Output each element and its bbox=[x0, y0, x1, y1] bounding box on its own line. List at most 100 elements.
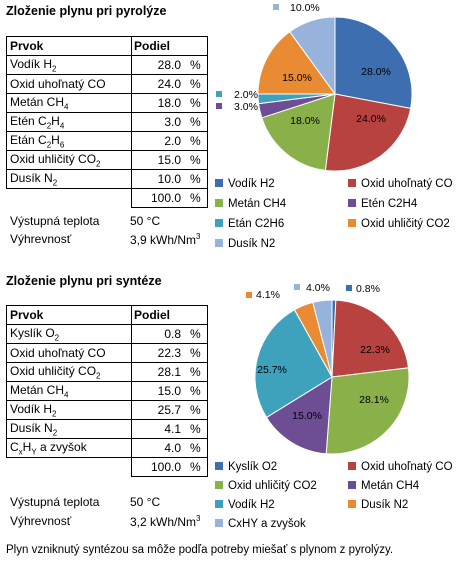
row-element: Oxid uhličitý CO2 bbox=[6, 150, 132, 170]
total-row: 100.0% bbox=[7, 457, 208, 477]
slice-label: 15.0% bbox=[292, 410, 322, 422]
row-element: Etén C2H4 bbox=[6, 112, 132, 132]
row-unit: % bbox=[187, 438, 208, 458]
row-value: 15.0 bbox=[131, 381, 187, 401]
table-header: Prvok Podiel bbox=[6, 305, 208, 325]
legend-swatch bbox=[348, 199, 356, 207]
legend-entry: Oxid uhličitý CO2 bbox=[361, 218, 450, 230]
header-element: Prvok bbox=[6, 305, 132, 325]
row-value: 4.0 bbox=[131, 438, 187, 458]
row-value: 4.1 bbox=[131, 419, 187, 439]
legend-swatch bbox=[215, 199, 223, 207]
header-share: Podiel bbox=[131, 305, 187, 325]
table-row: Dusík N2 10.0% bbox=[6, 169, 208, 189]
row-value: 15.0 bbox=[131, 150, 187, 170]
slice-label: 10.0% bbox=[290, 2, 320, 14]
table-row: Oxid uhoľnatý CO 22.3% bbox=[6, 343, 208, 363]
slice-label-marker bbox=[273, 4, 279, 10]
row-unit: % bbox=[187, 131, 208, 151]
legend-entry: Metán CH4 bbox=[361, 480, 420, 492]
slice-label: 4.1% bbox=[256, 289, 280, 301]
row-element: Oxid uhličitý CO2 bbox=[6, 362, 132, 382]
legend-swatch bbox=[215, 481, 223, 489]
pyrolysis-title: Zloženie plynu pri pyrolýze bbox=[6, 4, 167, 18]
header-blank bbox=[187, 305, 208, 325]
total-row: 100.0% bbox=[7, 188, 208, 208]
total-value: 100.0 bbox=[131, 457, 187, 477]
row-element: Kyslík O2 bbox=[6, 324, 132, 344]
legend-entry: Metán CH4 bbox=[228, 198, 287, 210]
row-value: 24.0 bbox=[131, 74, 187, 94]
pyrolysis-heat-value: 3,9 kWh/Nm3 bbox=[130, 232, 201, 247]
row-unit: % bbox=[187, 419, 208, 439]
legend-entry: Vodík H2 bbox=[228, 178, 275, 190]
slice-label: 25.7% bbox=[257, 364, 287, 376]
row-unit: % bbox=[187, 400, 208, 420]
row-value: 10.0 bbox=[131, 169, 187, 189]
slice-label: 22.3% bbox=[360, 344, 390, 356]
row-unit: % bbox=[187, 343, 208, 363]
legend-entry: Dusík N2 bbox=[228, 238, 275, 250]
synthesis-table: Prvok Podiel Kyslík O2 0.8% Oxid uhoľnatý CO… bbox=[6, 305, 208, 477]
row-value: 0.8 bbox=[131, 324, 187, 344]
synthesis-temp-value: 50 °C bbox=[130, 495, 161, 509]
row-unit: % bbox=[187, 74, 208, 94]
synthesis-heat-label: Výhrevnosť bbox=[10, 514, 72, 528]
legend-swatch bbox=[348, 219, 356, 227]
legend-entry: Oxid uhoľnatý CO bbox=[361, 461, 453, 473]
row-element: Dusík N2 bbox=[6, 169, 132, 189]
table-row: CxHY a zvyšok 4.0% bbox=[6, 438, 208, 458]
header-blank bbox=[187, 36, 208, 56]
pie-slice bbox=[289, 16, 336, 96]
legend-entry: Oxid uhličitý CO2 bbox=[228, 480, 317, 492]
row-unit: % bbox=[187, 381, 208, 401]
total-blank bbox=[7, 189, 132, 208]
slice-label: 28.1% bbox=[359, 394, 389, 406]
legend-swatch bbox=[215, 462, 223, 470]
row-element: Etán C2H6 bbox=[6, 131, 132, 151]
legend-swatch bbox=[215, 219, 223, 227]
pie-slice bbox=[261, 93, 336, 171]
row-element: Metán CH4 bbox=[6, 93, 132, 113]
synthesis-pie-chart: 0.8% 22.3% 28.1% 15.0% 25.7% 4.1% 4.0% Kyslík O… bbox=[215, 282, 453, 530]
pie-slice bbox=[325, 367, 410, 455]
pie-slice bbox=[312, 299, 333, 378]
pie-slice bbox=[265, 376, 333, 455]
legend-swatch bbox=[348, 462, 356, 470]
legend-entry: Vodík H2 bbox=[228, 499, 275, 511]
row-value: 25.7 bbox=[131, 400, 187, 420]
table-row: Dusík N2 4.1% bbox=[6, 419, 208, 439]
table-row: Vodík H2 25.7% bbox=[6, 400, 208, 420]
table-header: Prvok Podiel bbox=[6, 36, 208, 56]
table-row: Etén C2H4 3.0% bbox=[6, 112, 208, 132]
total-value: 100.0 bbox=[131, 188, 187, 208]
synthesis-temp-label: Výstupná teplota bbox=[10, 495, 100, 509]
footer-note: Plyn vzniknutý syntézou sa môže podľa po… bbox=[6, 544, 394, 556]
slice-label-marker bbox=[346, 285, 352, 291]
slice-label: 15.0% bbox=[282, 72, 312, 84]
row-element: Oxid uhoľnatý CO bbox=[6, 343, 132, 363]
legend-swatch bbox=[348, 500, 356, 508]
row-element: Vodík H2 bbox=[6, 400, 132, 420]
pie-slice bbox=[331, 299, 410, 378]
slice-label-marker bbox=[294, 284, 300, 290]
row-value: 22.3 bbox=[131, 343, 187, 363]
synthesis-title: Zloženie plynu pri syntéze bbox=[6, 274, 162, 288]
slice-label-marker bbox=[216, 103, 222, 109]
row-value: 28.0 bbox=[131, 55, 187, 75]
table-row: Metán CH4 15.0% bbox=[6, 381, 208, 401]
legend-swatch bbox=[215, 239, 223, 247]
slice-label-marker bbox=[216, 91, 222, 97]
table-row: Metán CH4 18.0% bbox=[6, 93, 208, 113]
table-row: Oxid uhličitý CO2 28.1% bbox=[6, 362, 208, 382]
pyrolysis-pie-chart: 28.0% 24.0% 18.0% 3.0%2.0% 15.0% 10.0% Vodík H… bbox=[215, 2, 453, 250]
row-unit: % bbox=[187, 93, 208, 113]
slice-label: 28.0% bbox=[361, 66, 391, 78]
table-row: Oxid uhoľnatý CO 24.0% bbox=[6, 74, 208, 94]
legend-entry: CxHY a zvyšok bbox=[228, 518, 306, 530]
legend-swatch bbox=[348, 179, 356, 187]
row-value: 18.0 bbox=[131, 93, 187, 113]
slice-label: 18.0% bbox=[290, 115, 320, 127]
slice-label: 0.8% bbox=[356, 283, 380, 295]
row-unit: % bbox=[187, 324, 208, 344]
